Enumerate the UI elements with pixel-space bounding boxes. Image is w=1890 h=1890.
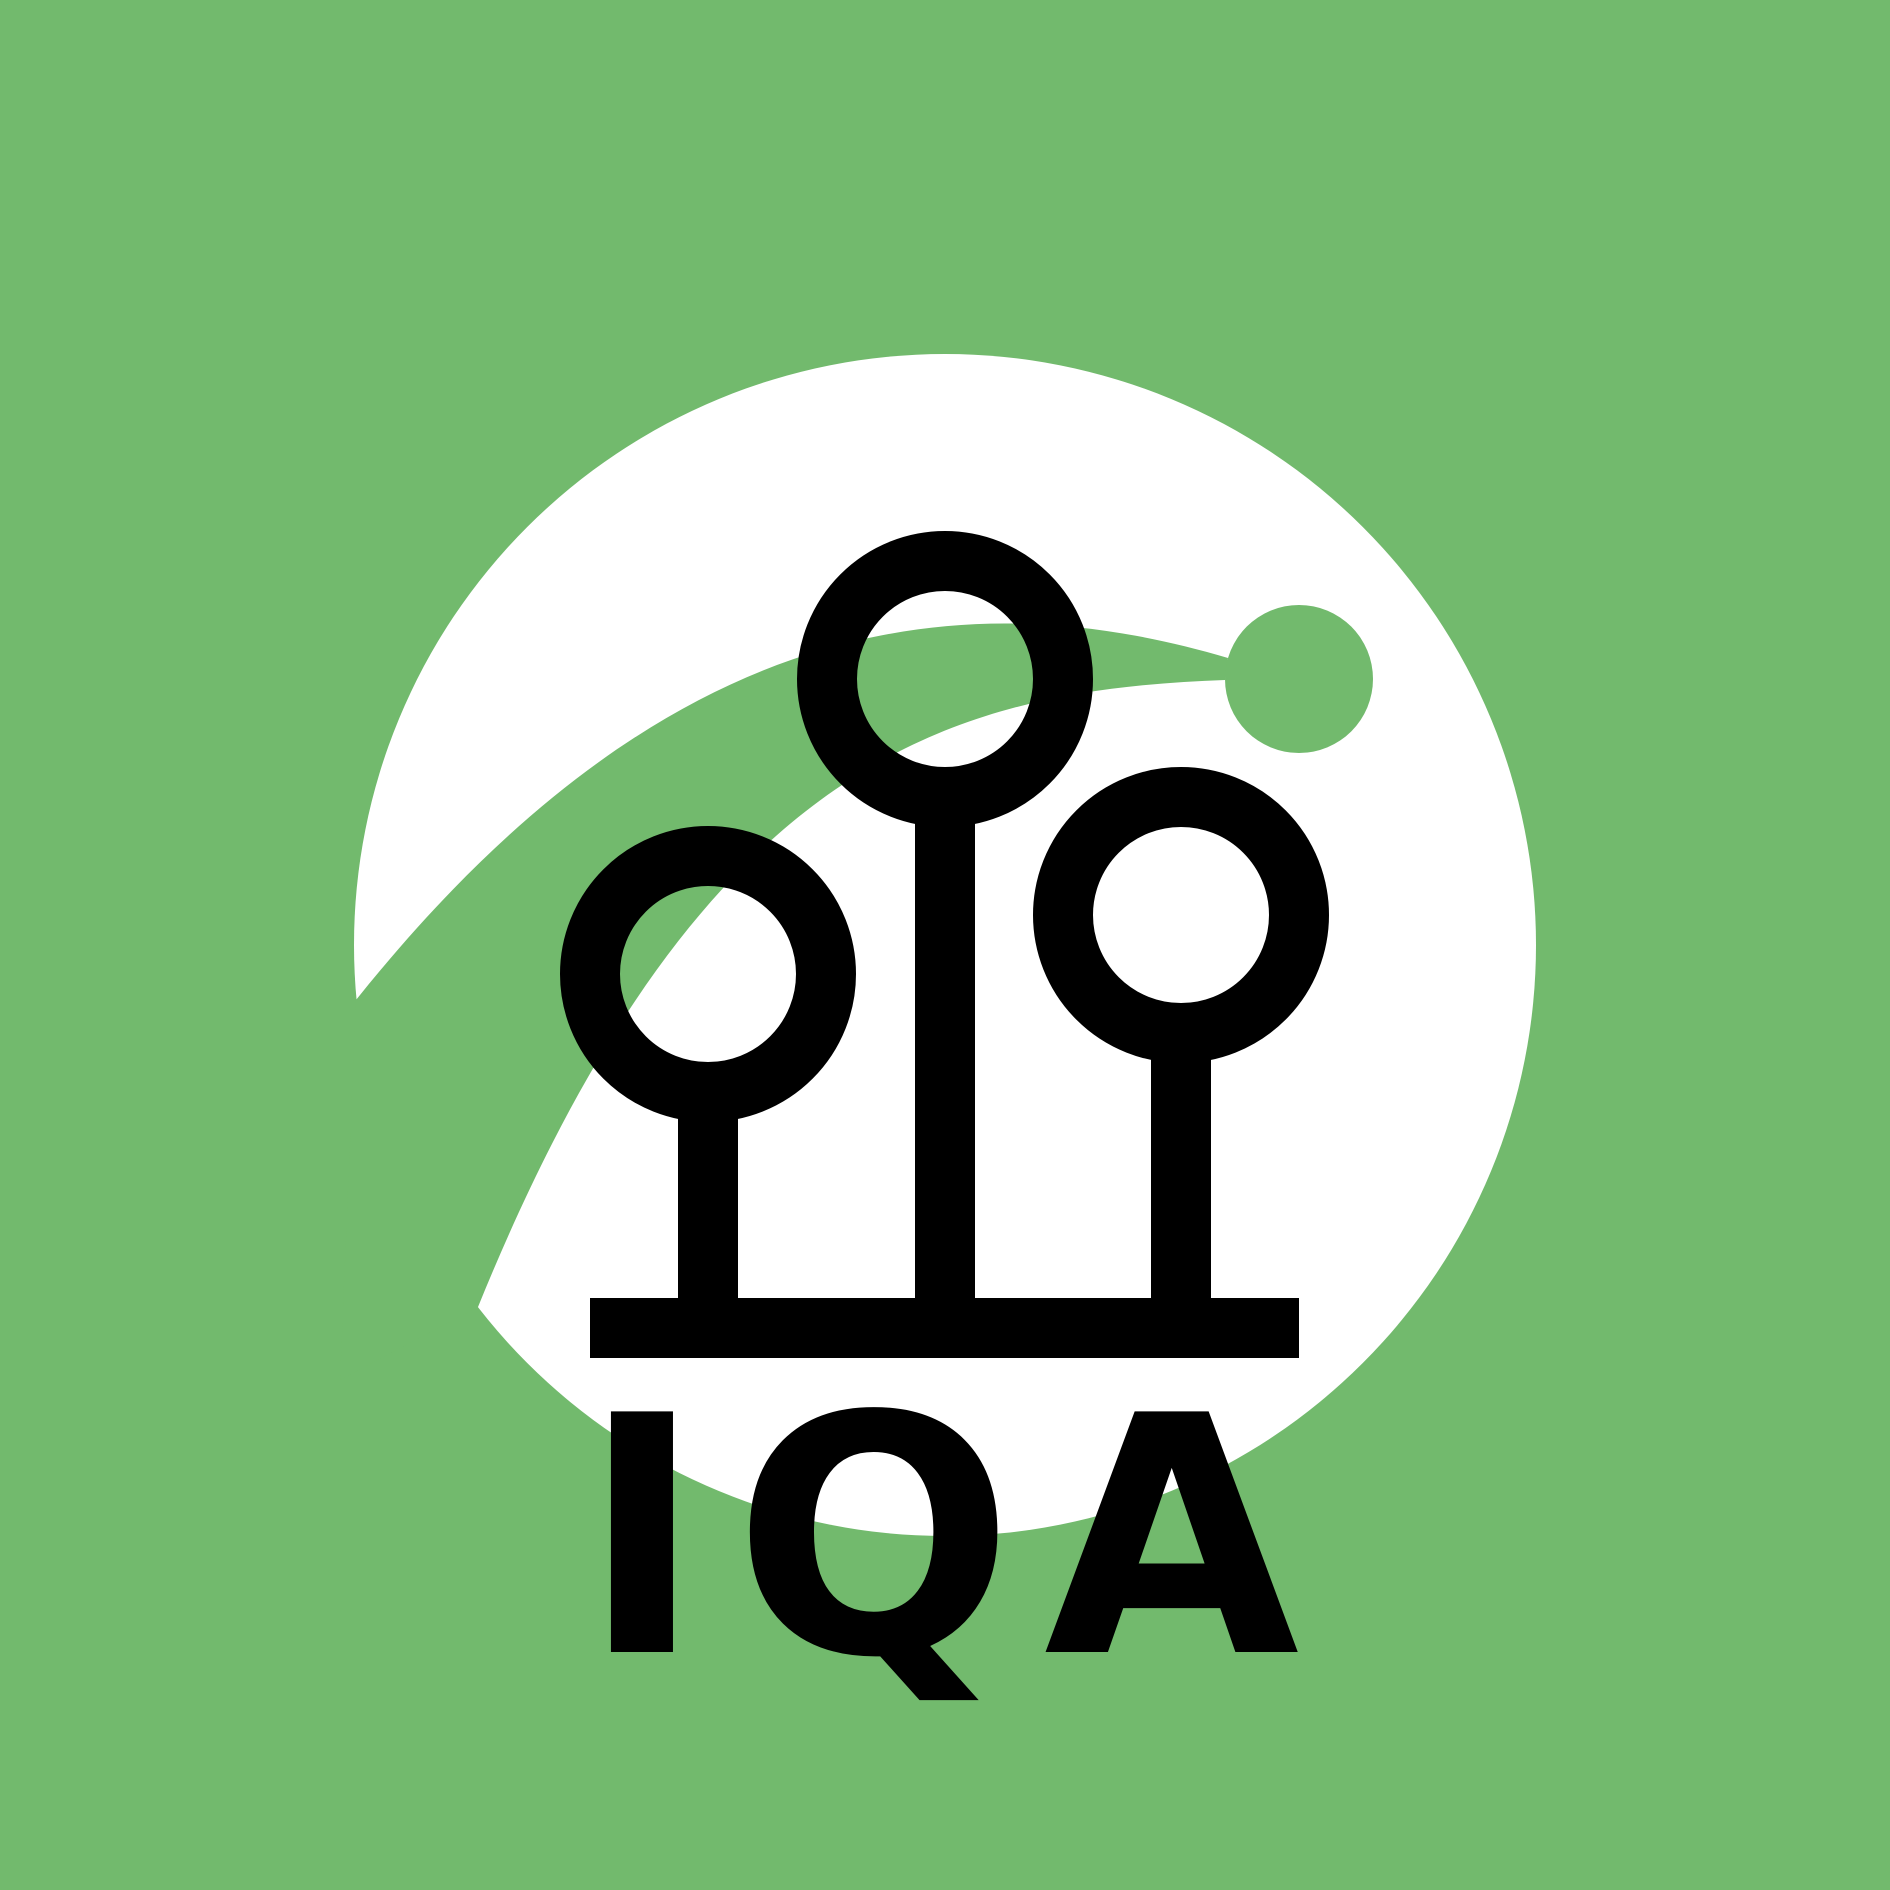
right-pin-ring [1033, 767, 1329, 1063]
swoosh-dot [1225, 605, 1373, 753]
pins-icon [560, 531, 1329, 1358]
right-pin-stem [1151, 1025, 1211, 1310]
middle-pin-stem [915, 790, 975, 1310]
wordmark: IQA [581, 1346, 1330, 1730]
left-pin-ring [560, 826, 856, 1122]
middle-pin-ring [797, 531, 1093, 827]
swoosh-shape [340, 623, 1228, 1380]
